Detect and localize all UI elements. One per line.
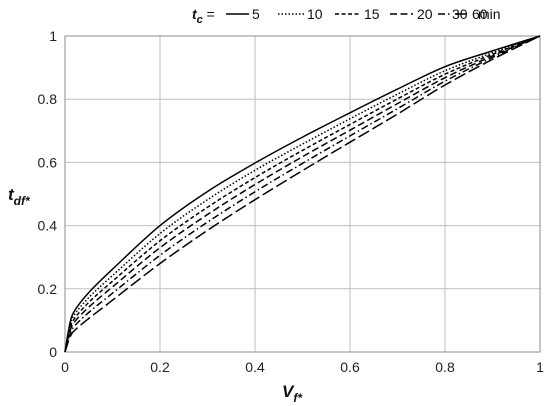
legend-prefix-sub: c (197, 14, 203, 26)
plot-frame (64, 35, 541, 353)
y-axis-title-sub: df* (14, 194, 31, 208)
x-tick-label: 0.4 (245, 359, 265, 375)
x-tick-label: 0.2 (150, 359, 170, 375)
y-tick-label: 0.2 (38, 281, 58, 297)
legend-label-10: 10 (307, 6, 323, 22)
series-line-60 (64, 35, 541, 353)
x-axis-title: Vf* (282, 382, 303, 405)
legend-label-20: 20 (417, 6, 433, 22)
series-line-20 (64, 35, 541, 353)
series-line-15 (64, 35, 541, 353)
x-tick-label: 0 (61, 359, 69, 375)
legend-prefix-main: t (192, 6, 198, 22)
series-layer (64, 35, 541, 353)
x-tick-label: 0.6 (340, 359, 360, 375)
y-tick-label: 0.8 (38, 91, 58, 107)
y-tick-label: 0.4 (38, 218, 58, 234)
grid (64, 35, 541, 353)
series-line-10 (64, 35, 541, 353)
y-axis-title-main: t (8, 185, 15, 204)
y-tick-label: 0 (49, 344, 57, 360)
y-tick-label: 1 (49, 28, 57, 44)
y-tick-label: 0.6 (38, 154, 58, 170)
series-line-5 (64, 35, 541, 353)
legend-unit: min (478, 6, 501, 22)
legend-label-60: 60 (472, 6, 488, 22)
legend: tc = 5 10 15 20 30 60 min (192, 6, 501, 26)
series-line-30 (64, 35, 541, 353)
x-axis-title-main: V (282, 382, 295, 401)
x-axis-title-sub: f* (293, 391, 303, 405)
legend-label-5: 5 (252, 6, 260, 22)
legend-prefix: tc = (192, 6, 215, 26)
legend-label-15: 15 (364, 6, 380, 22)
y-axis-title: tdf* (8, 185, 31, 208)
legend-items: 5 10 15 20 30 60 (226, 6, 488, 22)
x-tick-labels: 0 0.2 0.4 0.6 0.8 1 (61, 359, 544, 375)
x-tick-label: 1 (536, 359, 544, 375)
y-tick-labels: 0 0.2 0.4 0.6 0.8 1 (38, 28, 58, 360)
x-tick-label: 0.8 (435, 359, 455, 375)
legend-prefix-suffix: = (203, 6, 215, 22)
